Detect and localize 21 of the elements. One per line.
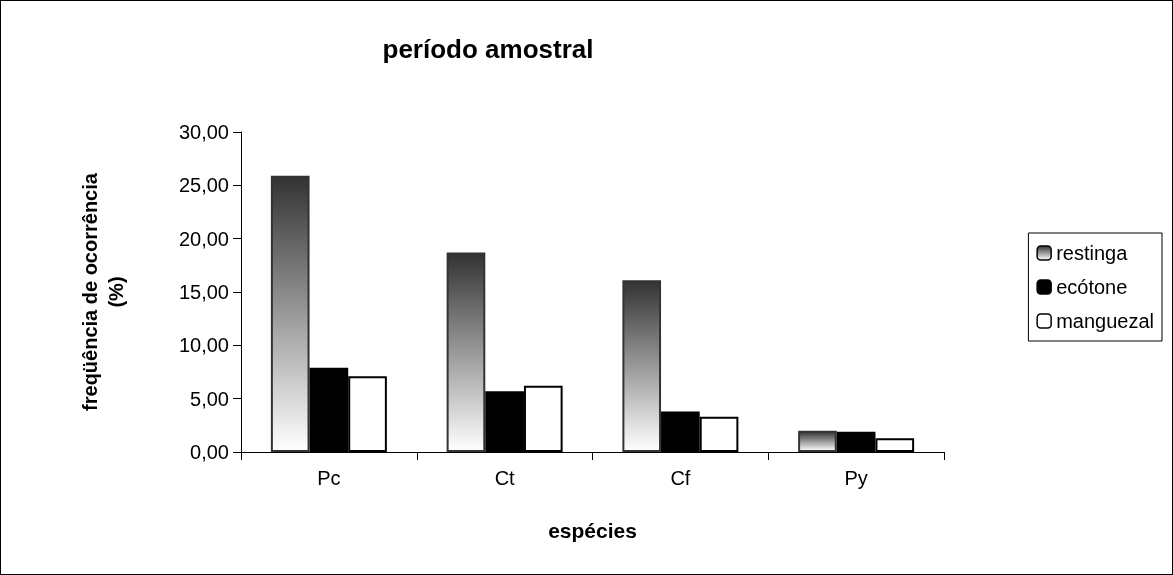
y-tick-label: 10,00 xyxy=(178,334,229,357)
chart-title: período amostral xyxy=(382,34,594,64)
y-tick-label: 30,00 xyxy=(178,121,229,143)
x-tick-label: Pc xyxy=(317,467,341,489)
y-axis-title: freqüência de ocorrência (%) xyxy=(79,172,127,411)
x-tick-label: Py xyxy=(844,467,868,489)
x-tick-label: Ct xyxy=(494,467,516,489)
y-tick-label: 25,00 xyxy=(178,174,229,197)
y-tick-label: 5,00 xyxy=(190,387,229,410)
bar xyxy=(446,252,486,452)
legend-label: restinga xyxy=(1056,242,1129,264)
x-axis-title: espécies xyxy=(548,519,637,542)
bar xyxy=(622,280,662,452)
bar xyxy=(270,175,310,452)
y-tick-label: 20,00 xyxy=(178,227,229,250)
x-tick-label: Cf xyxy=(670,467,691,489)
legend-label: ecótone xyxy=(1056,276,1128,298)
legend-label: manguezal xyxy=(1056,310,1154,332)
y-tick-label: 15,00 xyxy=(178,281,229,303)
y-tick-label: 0,00 xyxy=(190,441,229,463)
bar xyxy=(798,430,837,452)
